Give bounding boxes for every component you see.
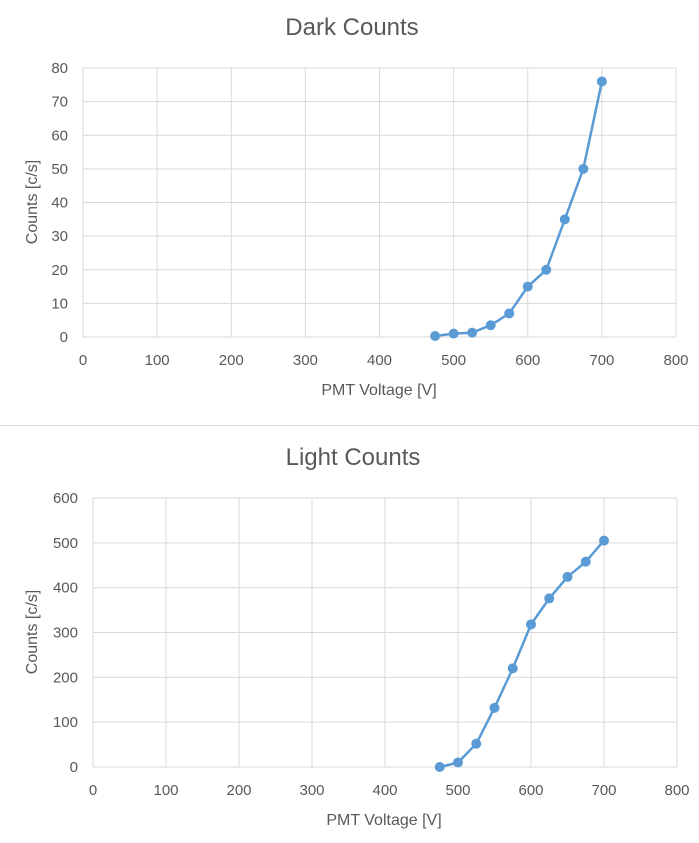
y-tick-label: 70 bbox=[51, 94, 68, 111]
chart-title: Dark Counts bbox=[285, 14, 418, 41]
data-point bbox=[580, 556, 591, 567]
y-tick-label: 20 bbox=[51, 262, 68, 279]
y-tick-label: 100 bbox=[53, 714, 78, 731]
series-line bbox=[439, 539, 605, 769]
y-tick-label: 500 bbox=[53, 535, 78, 552]
y-tick-label: 400 bbox=[53, 580, 78, 597]
y-tick-label: 0 bbox=[60, 329, 68, 346]
y-tick-label: 80 bbox=[51, 60, 68, 77]
x-tick-label: 800 bbox=[663, 352, 688, 369]
data-point bbox=[559, 214, 570, 225]
x-tick-label: 0 bbox=[89, 782, 97, 799]
y-tick-label: 300 bbox=[53, 625, 78, 642]
data-point bbox=[507, 663, 518, 674]
data-point bbox=[471, 738, 482, 749]
y-tick-label: 30 bbox=[51, 228, 68, 245]
data-point bbox=[434, 762, 445, 772]
x-tick-label: 800 bbox=[664, 782, 689, 799]
y-tick-label: 0 bbox=[70, 759, 78, 776]
x-tick-label: 500 bbox=[445, 782, 470, 799]
data-point bbox=[467, 327, 478, 338]
data-point bbox=[430, 330, 441, 341]
data-point bbox=[562, 571, 573, 582]
light-counts-chart: Light Counts 0 100 200 300 400 500 600 0 100 200… bbox=[0, 427, 699, 843]
x-tick-label: 300 bbox=[299, 782, 324, 799]
chart-title: Light Counts bbox=[286, 444, 421, 471]
data-point bbox=[485, 320, 496, 331]
y-axis-title: Counts [c/s] bbox=[24, 590, 41, 674]
data-point bbox=[504, 308, 515, 319]
x-tick-label: 300 bbox=[293, 352, 318, 369]
light-counts-svg: Light Counts 0 100 200 300 400 500 600 0 100 200… bbox=[24, 444, 690, 829]
dark-counts-svg: Dark Counts 0 10 20 30 40 50 60 70 80 0 100 200 300… bbox=[24, 14, 689, 399]
x-tick-label: 400 bbox=[367, 352, 392, 369]
y-tick-label: 200 bbox=[53, 669, 78, 686]
data-point bbox=[522, 281, 533, 292]
x-tick-label: 200 bbox=[219, 352, 244, 369]
y-tick-label: 50 bbox=[51, 161, 68, 178]
data-point bbox=[541, 264, 552, 275]
data-point bbox=[578, 163, 589, 174]
y-tick-label: 10 bbox=[51, 295, 68, 312]
data-point bbox=[526, 619, 536, 630]
x-tick-label: 400 bbox=[372, 782, 397, 799]
data-point bbox=[453, 757, 463, 768]
data-point bbox=[599, 535, 609, 546]
x-tick-label: 200 bbox=[226, 782, 251, 799]
x-tick-label: 100 bbox=[153, 782, 178, 799]
series-line bbox=[434, 81, 604, 338]
data-point bbox=[448, 328, 459, 339]
x-tick-label: 700 bbox=[589, 352, 614, 369]
data-point bbox=[596, 76, 607, 87]
x-axis-title: PMT Voltage [V] bbox=[326, 812, 441, 829]
y-tick-label: 600 bbox=[53, 490, 78, 507]
y-axis-title: Counts [c/s] bbox=[24, 160, 41, 244]
x-tick-label: 500 bbox=[441, 352, 466, 369]
x-tick-label: 700 bbox=[591, 782, 616, 799]
chart-divider bbox=[0, 425, 699, 426]
data-point bbox=[544, 593, 555, 604]
x-tick-label: 100 bbox=[145, 352, 170, 369]
x-axis-title: PMT Voltage [V] bbox=[321, 382, 436, 399]
x-tick-label: 600 bbox=[515, 352, 540, 369]
x-tick-label: 600 bbox=[518, 782, 543, 799]
data-point bbox=[489, 702, 500, 713]
dark-counts-chart: Dark Counts 0 10 20 30 40 50 60 70 80 0 100 200 300… bbox=[24, 14, 689, 399]
y-tick-label: 40 bbox=[51, 195, 68, 212]
y-tick-label: 60 bbox=[51, 127, 68, 144]
x-tick-label: 0 bbox=[79, 352, 87, 369]
